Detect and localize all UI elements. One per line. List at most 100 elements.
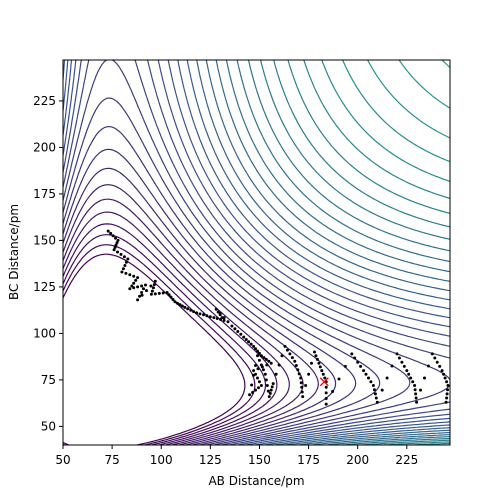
trajectory-point [140,284,144,288]
trajectory-point [256,367,260,371]
trajectory-point [152,283,156,287]
contour-level [321,60,450,182]
trajectory-point [259,354,263,358]
trajectory-point [283,344,287,348]
y-tick-label: 175 [33,187,56,201]
contour-level [441,60,450,68]
trajectory-point [445,392,449,396]
trajectory-point [257,386,260,390]
x-axis-label: AB Distance/pm [208,474,304,488]
y-tick-label: 150 [33,233,56,247]
trajectory-point [112,248,116,252]
trajectory-point [251,391,255,394]
x-tick-label: 125 [199,453,222,467]
trajectory-point [446,384,450,387]
trajectory-point [269,388,273,392]
trajectory-point [320,369,324,373]
trajectory-point [121,267,125,271]
trajectory-point [296,368,300,372]
trajectory-point [400,360,404,364]
trajectory-point [215,317,219,320]
trajectory-point [304,384,308,387]
trajectory-point [310,361,313,365]
trajectory-point [247,340,251,344]
trajectory-point [324,391,328,395]
trajectory-point [124,260,128,264]
trajectory-point [136,285,140,289]
trajectory-point [236,330,240,333]
trajectory-point [413,388,417,392]
trajectory-point [293,359,297,363]
trajectory-point [149,292,153,296]
trajectory-point [356,360,360,364]
trajectory-point [362,369,366,373]
trajectory-point [317,361,321,365]
trajectory-point [445,380,449,384]
trajectory-point [264,357,268,361]
trajectory-point [285,348,289,352]
trajectory-point [222,316,226,320]
trajectory-point [132,281,136,285]
trajectory-point [222,318,226,322]
trajectory-point [307,372,311,376]
trajectory-point [195,311,199,315]
trajectory-point [270,385,274,389]
trajectory-point [269,361,273,365]
trajectory-point [151,286,155,290]
trajectory-point [290,356,294,360]
trajectory-point [180,304,184,308]
trajectory-point [419,388,422,392]
trajectory-point [150,289,154,293]
trajectory-point [157,291,161,295]
trajectory-point [443,376,447,380]
trajectory-point [153,292,157,296]
trajectory-point [299,376,303,380]
trajectory-point [390,364,394,368]
y-tick-label: 125 [33,280,56,294]
trajectory-point [136,276,140,280]
trajectory-point [407,372,411,376]
trajectory-point [126,257,130,261]
trajectory-point [140,293,144,297]
x-tick-label: 100 [150,453,173,467]
trajectory-point [440,369,444,373]
trajectory-point [186,307,190,311]
trajectory [106,229,450,406]
x-axis-ticks: 50 75 100 125 150 175 200 225 [55,445,418,467]
trajectory-point [106,229,110,233]
trajectory-point [256,349,259,353]
x-tick-label: 75 [104,453,119,467]
trajectory-point [178,303,182,307]
trajectory-point [350,352,354,356]
y-tick-label: 75 [41,373,56,387]
trajectory-point [233,327,237,331]
trajectory-point [313,350,316,354]
trajectory-point [266,389,270,393]
trajectory-point [371,384,375,387]
trajectory-point [115,241,119,245]
trajectory-point [300,385,304,389]
plot-frame [62,59,451,446]
trajectory-point [116,250,119,254]
trajectory-point [301,395,305,399]
trajectory-point [218,311,222,315]
trajectory-point [414,392,418,396]
trajectory-point [277,363,281,367]
trajectory-point [337,377,341,381]
trajectory-point [265,363,269,367]
trajectory-point [364,372,368,376]
x-tick-label: 200 [346,453,369,467]
trajectory-point [271,382,275,386]
trajectory-point [435,360,439,364]
x-tick-label: 50 [55,453,70,467]
trajectory-point [252,344,256,348]
trajectory-point [212,316,216,320]
trajectory-point [189,308,193,312]
marker-x-stroke [319,377,329,387]
trajectory-point [120,270,124,274]
trajectory-point [149,284,153,288]
trajectory-point [130,284,134,288]
trajectory-point [438,364,442,368]
trajectory-point [249,342,253,346]
trajectory-point [256,354,259,358]
